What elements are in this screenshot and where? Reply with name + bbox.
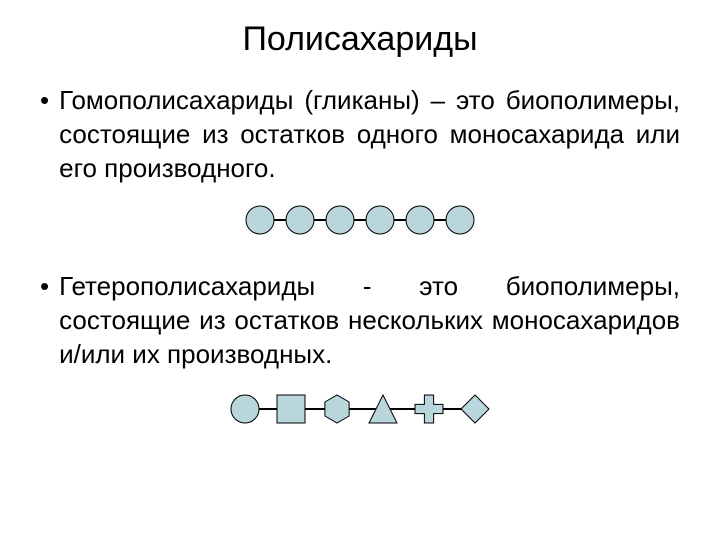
- bullet-marker: •: [40, 84, 49, 118]
- bullet-marker: •: [40, 270, 49, 304]
- homo-chain-diagram: [220, 200, 500, 240]
- paragraph-hetero: Гетерополисахариды - это биополимеры, со…: [59, 270, 680, 371]
- homo-diagram-row: [40, 200, 680, 245]
- hetero-diagram-row: [40, 387, 680, 436]
- hetero-chain-diagram: [200, 387, 520, 431]
- page-title: Полисахариды: [40, 20, 680, 59]
- bullet-item-1: • Гомополисахариды (гликаны) – это биопо…: [40, 84, 680, 185]
- bullet-item-2: • Гетерополисахариды - это биополимеры, …: [40, 270, 680, 371]
- paragraph-homo: Гомополисахариды (гликаны) – это биополи…: [59, 84, 680, 185]
